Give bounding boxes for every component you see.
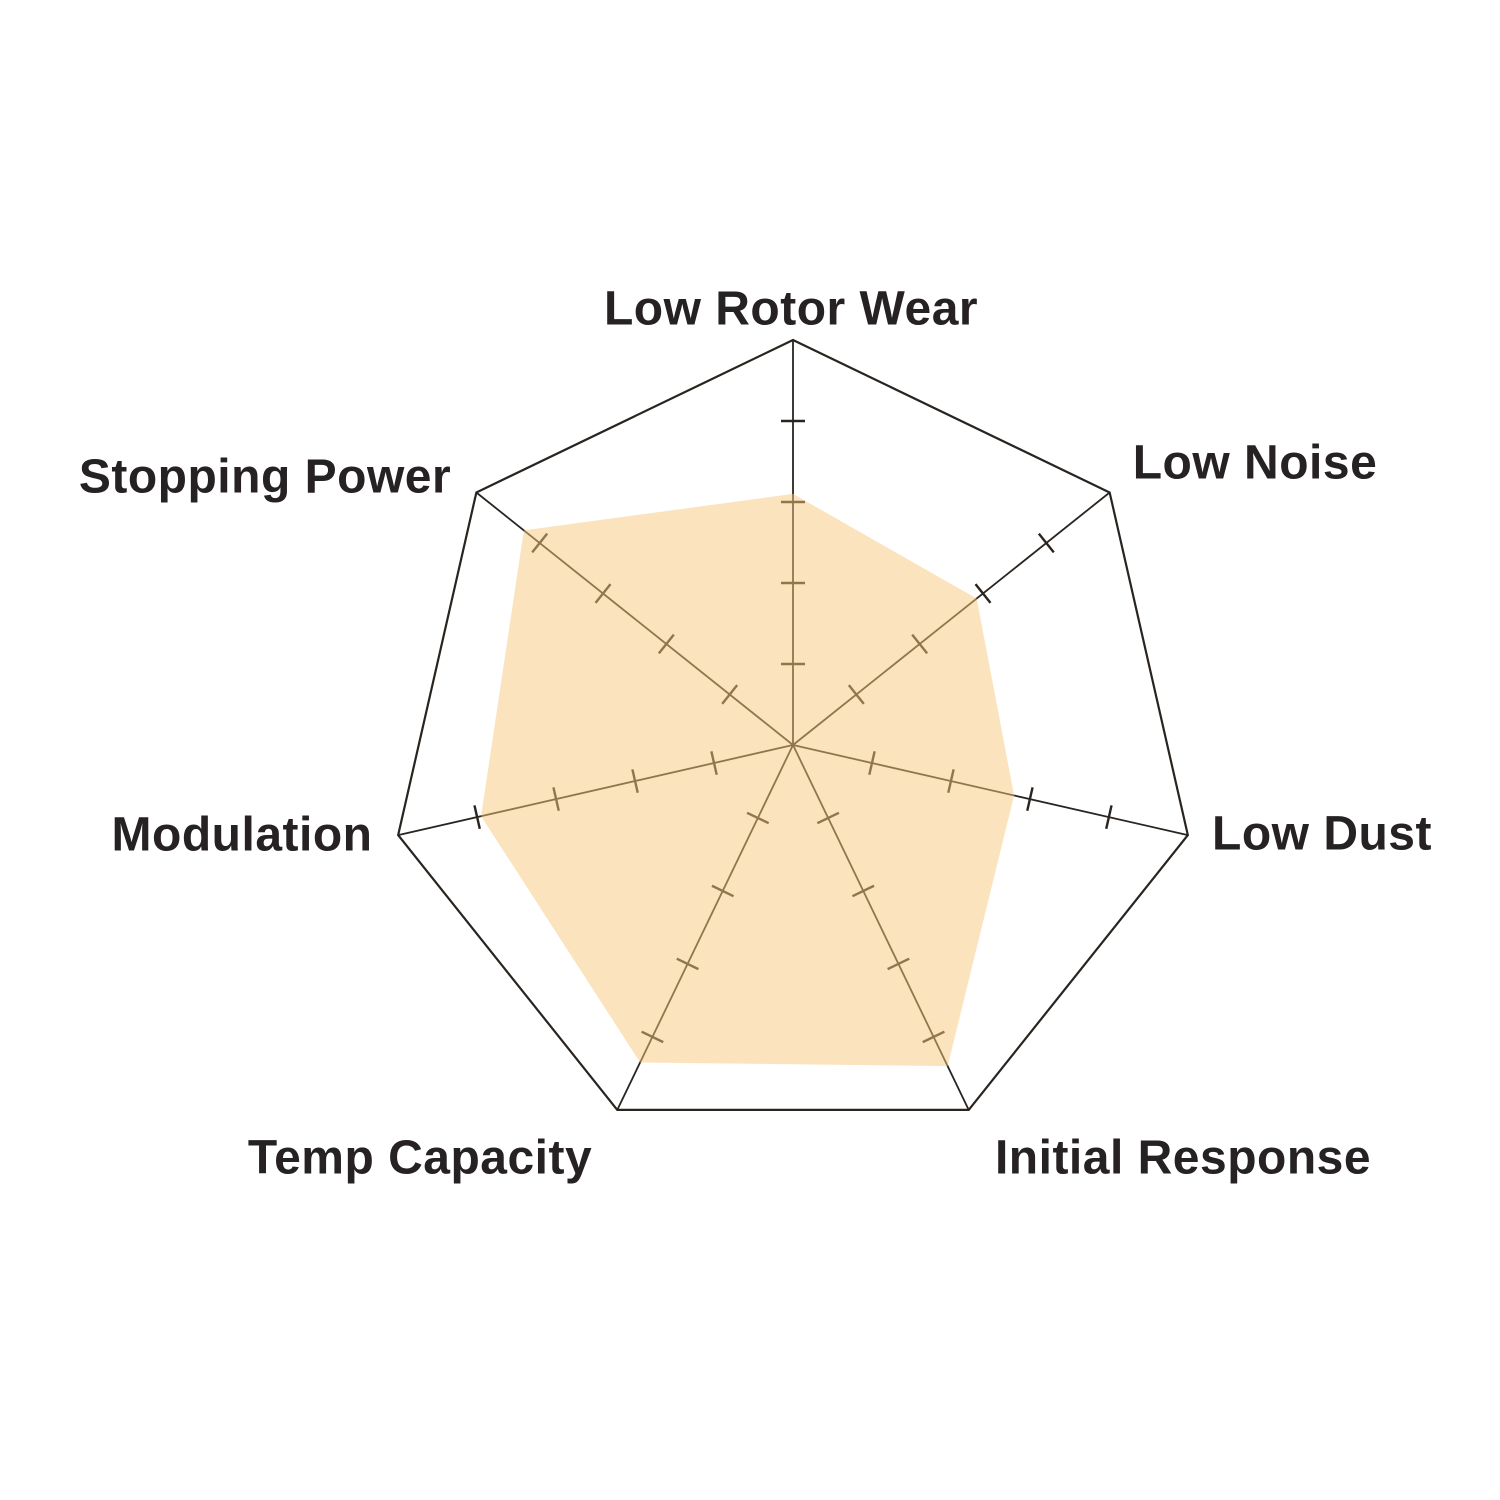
axis-label-low-dust: Low Dust [1212,807,1432,861]
axis-label-low-rotor-wear: Low Rotor Wear [603,282,979,336]
axis-label-stopping-power: Stopping Power [78,450,452,504]
radar-data-area [481,493,1015,1067]
axis-label-initial-response: Initial Response [994,1131,1372,1185]
radar-outline [396,338,1190,1111]
axis-label-temp-capacity: Temp Capacity [247,1131,593,1185]
axis-label-low-noise: Low Noise [1132,436,1378,490]
axis-label-modulation: Modulation [111,808,373,862]
